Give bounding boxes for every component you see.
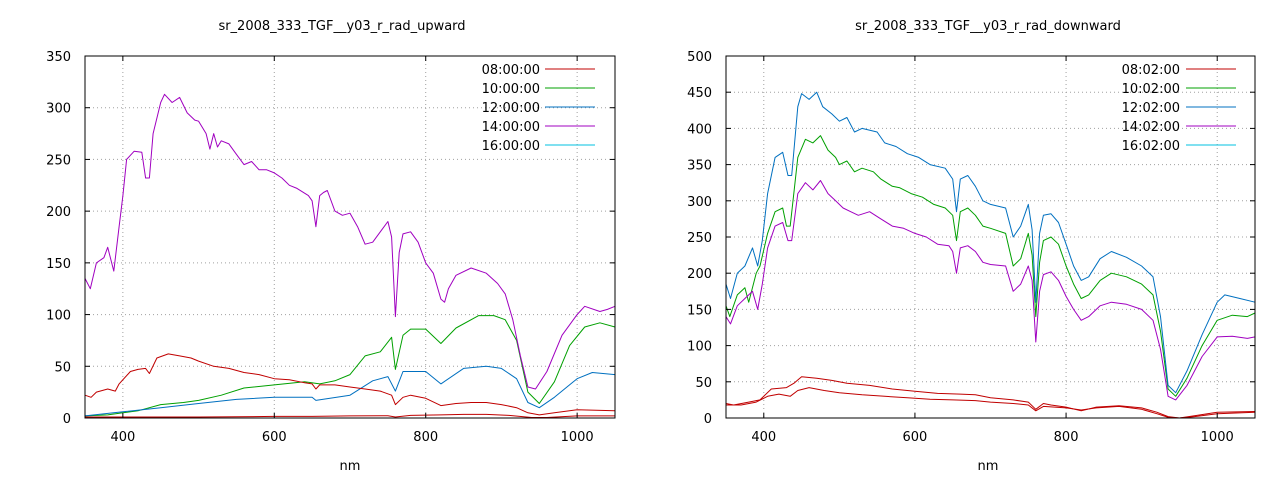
y-tick-label: 500 <box>687 50 712 65</box>
chart-title: sr_2008_333_TGF__y03_r_rad_upward <box>218 19 465 34</box>
legend-entry: 12:02:00 <box>1122 101 1180 116</box>
x-tick-label: 1000 <box>561 430 594 445</box>
legend-entry: 10:00:00 <box>482 82 540 97</box>
x-tick-label: 1000 <box>1201 430 1234 445</box>
y-tick-label: 100 <box>687 340 712 355</box>
plot-frame <box>84 55 616 419</box>
y-tick-label: 100 <box>46 309 71 324</box>
series-line <box>725 135 1256 397</box>
upward-radiance-chart: sr_2008_333_TGF__y03_r_rad_upward 400 600… <box>46 19 616 474</box>
y-tick-label: 250 <box>46 153 71 168</box>
series-line <box>84 93 616 390</box>
x-tick-label: 600 <box>903 430 928 445</box>
y-tick-label: 300 <box>46 102 71 117</box>
x-tick-label: 600 <box>262 430 287 445</box>
series-line <box>84 315 616 417</box>
y-tick-label: 250 <box>687 231 712 246</box>
y-tick-label: 200 <box>687 267 712 282</box>
y-tick-label: 50 <box>54 360 71 375</box>
legend-entry: 16:00:00 <box>482 139 540 154</box>
legend-entry: 14:00:00 <box>482 120 540 135</box>
y-tick-label: 400 <box>687 122 712 137</box>
x-axis-label: nm <box>340 459 361 474</box>
legend-entry: 08:02:00 <box>1122 63 1180 78</box>
y-tick-label: 350 <box>687 159 712 174</box>
legend-entry: 12:00:00 <box>482 101 540 116</box>
series-line <box>85 413 615 418</box>
y-tick-label: 350 <box>46 50 71 65</box>
legend: 08:00:00 10:00:00 12:00:00 14:00:00 16:00:00 <box>482 63 595 154</box>
series-line <box>725 180 1256 401</box>
legend-entry: 14:02:00 <box>1122 120 1180 135</box>
series-line <box>725 376 1256 419</box>
x-axis-label: nm <box>978 459 999 474</box>
y-tick-label: 0 <box>63 412 71 427</box>
x-tick-label: 800 <box>1054 430 1079 445</box>
legend-entry: 08:00:00 <box>482 63 540 78</box>
y-tick-label: 300 <box>687 195 712 210</box>
x-tick-label: 800 <box>413 430 438 445</box>
x-tick-label: 400 <box>110 430 135 445</box>
downward-radiance-chart: sr_2008_333_TGF__y03_r_rad_downward 400 6… <box>687 19 1256 474</box>
y-tick-label: 150 <box>46 257 71 272</box>
y-tick-label: 450 <box>687 86 712 101</box>
series-line <box>84 353 616 416</box>
legend: 08:02:00 10:02:00 12:02:00 14:02:00 16:02:00 <box>1122 63 1236 154</box>
y-tick-label: 200 <box>46 205 71 220</box>
series-line <box>84 365 616 417</box>
legend-entry: 16:02:00 <box>1122 139 1180 154</box>
series-line <box>726 387 1256 419</box>
y-tick-label: 0 <box>704 412 712 427</box>
series-line <box>725 91 1256 394</box>
chart-title: sr_2008_333_TGF__y03_r_rad_downward <box>855 19 1121 34</box>
legend-entry: 10:02:00 <box>1122 82 1180 97</box>
x-tick-label: 400 <box>751 430 776 445</box>
y-tick-label: 150 <box>687 303 712 318</box>
y-tick-label: 50 <box>695 376 712 391</box>
